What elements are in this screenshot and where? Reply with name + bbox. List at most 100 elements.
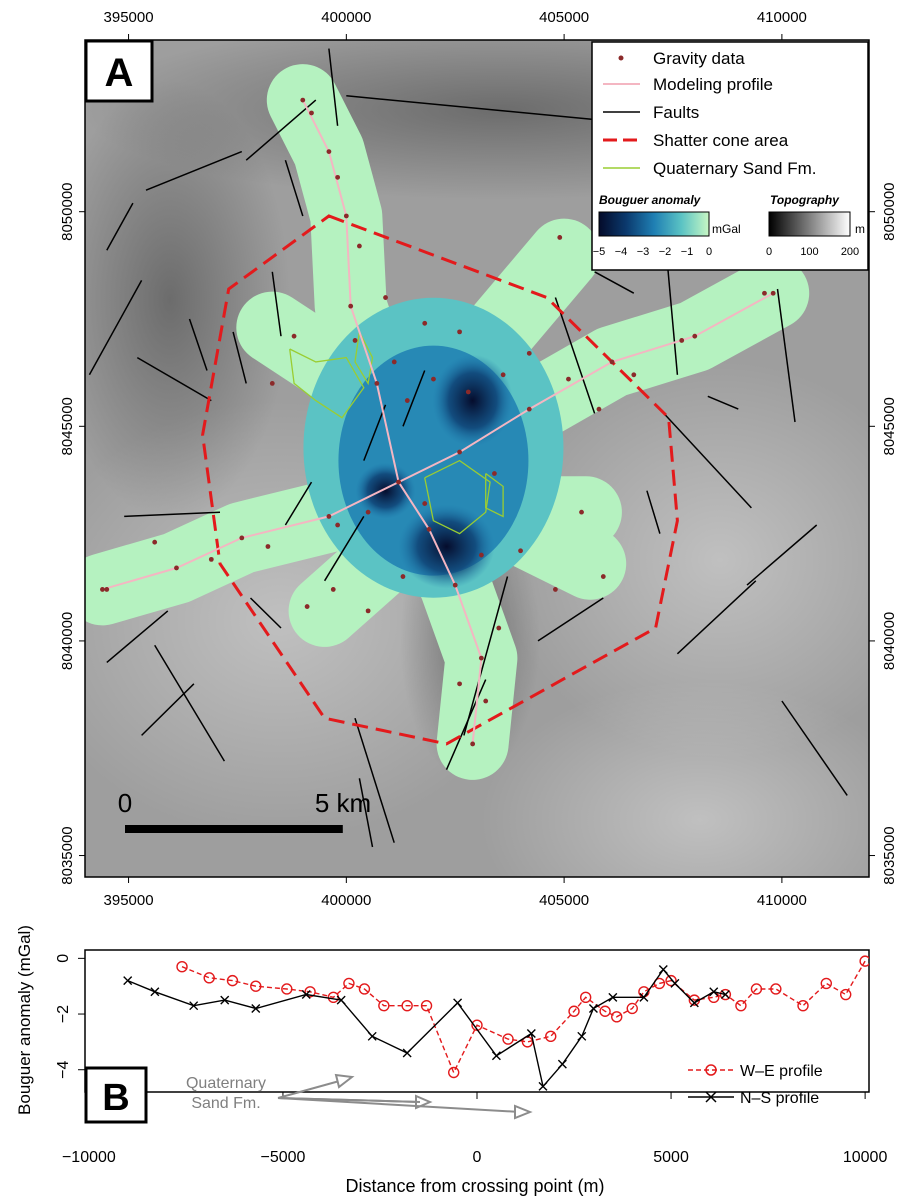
- chart-x-tick-label: 10000: [843, 1149, 888, 1166]
- topography-colorbar-unit: m: [855, 222, 865, 236]
- gravity-point: [478, 655, 484, 661]
- data-point: [538, 1081, 548, 1091]
- faults-layer: [88, 48, 848, 848]
- bouguer-tick-label: −3: [637, 246, 650, 258]
- sand-annotation-line-2: Sand Fm.: [191, 1095, 260, 1112]
- chart-x-tick-label: −10000: [62, 1149, 116, 1166]
- gravity-point: [566, 376, 571, 382]
- topography-tick-label: 0: [766, 246, 772, 258]
- map-x-tick-label: 395000: [104, 892, 154, 909]
- map-frame: [84, 39, 870, 878]
- map-x-ticks-bottom: 395000 400000 405000 410000: [104, 877, 807, 909]
- legend-shatter-label: Shatter cone area: [653, 131, 789, 150]
- fault-line: [402, 370, 426, 427]
- chart-legend: W–E profile N–S profile: [688, 1063, 823, 1107]
- data-point: [220, 995, 230, 1005]
- profile-panel: −10000 −5000 0 5000 10000 0 −2 −4 Distance fro…: [15, 925, 887, 1196]
- fault-line: [284, 481, 313, 526]
- gravity-point: [352, 338, 358, 343]
- series-ns: [123, 964, 730, 1091]
- map-y-tick-label: 8050000: [59, 182, 76, 240]
- legend-gravity-symbol: [618, 55, 624, 61]
- fault-line: [88, 280, 143, 376]
- topography-tick-label: 100: [800, 246, 818, 258]
- gravity-point: [762, 290, 767, 296]
- quaternary-sand-outlines: [289, 331, 504, 535]
- gravity-point: [300, 97, 306, 103]
- data-point: [820, 977, 833, 990]
- gravity-point: [483, 698, 489, 704]
- data-point: [840, 988, 852, 1001]
- modeling-profile-ns: [301, 99, 483, 745]
- data-point: [709, 987, 719, 997]
- gravity-point: [457, 329, 462, 335]
- gravity-point: [579, 509, 584, 515]
- gravity-point: [174, 565, 179, 571]
- bouguer-colorbar-title: Bouguer anomaly: [599, 193, 702, 207]
- gravity-point: [330, 587, 336, 592]
- map-x-tick-label: 410000: [757, 9, 807, 26]
- gravity-point: [326, 149, 332, 155]
- panel-b-label: B: [102, 1077, 129, 1119]
- data-point: [611, 1011, 623, 1023]
- fault-line: [245, 99, 317, 161]
- gravity-point: [348, 303, 354, 309]
- gravity-point: [400, 574, 406, 579]
- gravity-point: [457, 449, 462, 455]
- legend-we-marker: [705, 1064, 717, 1076]
- data-point: [797, 999, 809, 1012]
- sand-annotation: Quaternary Sand Fm.: [186, 1073, 533, 1120]
- data-point: [250, 980, 262, 992]
- gravity-point: [431, 376, 436, 382]
- gravity-point: [396, 479, 401, 485]
- map-y-tick-label: 8050000: [881, 182, 898, 240]
- gravity-point: [496, 625, 502, 631]
- map-x-tick-label: 405000: [539, 892, 589, 909]
- gravity-point: [239, 535, 245, 541]
- data-point: [719, 988, 732, 1001]
- data-point: [420, 999, 433, 1012]
- fault-line: [346, 95, 617, 123]
- gravity-point: [692, 333, 698, 339]
- data-point: [367, 1031, 377, 1041]
- data-point: [579, 991, 592, 1004]
- map-x-tick-label: 405000: [539, 9, 589, 26]
- data-point: [402, 1048, 412, 1058]
- topography-high: [500, 360, 869, 760]
- modeling-profile-we: [102, 292, 774, 591]
- sand-outline: [424, 459, 491, 535]
- data-point: [336, 995, 346, 1005]
- data-point: [176, 961, 188, 973]
- fault-line: [358, 778, 374, 848]
- data-point: [453, 998, 463, 1008]
- fault-line: [136, 356, 212, 402]
- data-point: [281, 983, 293, 995]
- fault-line: [776, 288, 796, 423]
- fault-line: [141, 683, 195, 736]
- gravity-point: [357, 243, 362, 249]
- gravity-point: [100, 587, 105, 592]
- bouguer-tick-label: −2: [659, 246, 672, 258]
- data-point: [639, 992, 649, 1002]
- topography-high: [480, 680, 869, 877]
- map-x-ticks-top: 395000 400000 405000 410000: [104, 9, 807, 40]
- data-point: [626, 1002, 638, 1015]
- gravity-point: [343, 213, 349, 219]
- gravity-point: [526, 350, 532, 356]
- chart-x-ticks: −10000 −5000 0 5000 10000: [62, 1092, 888, 1166]
- data-point: [670, 978, 680, 988]
- anomaly-low: [432, 354, 513, 447]
- gravity-point: [478, 552, 484, 558]
- chart-x-axis-label: Distance from crossing point (m): [345, 1176, 604, 1196]
- gravity-point: [383, 295, 388, 300]
- fault-line: [271, 271, 282, 337]
- gravity-point: [631, 372, 637, 378]
- data-point: [665, 974, 677, 987]
- gravity-point: [104, 587, 110, 592]
- sand-outline: [289, 348, 365, 419]
- data-point: [526, 1029, 536, 1039]
- data-point: [301, 990, 311, 1000]
- bouguer-tick-label: 0: [706, 246, 712, 258]
- fault-line: [537, 597, 604, 642]
